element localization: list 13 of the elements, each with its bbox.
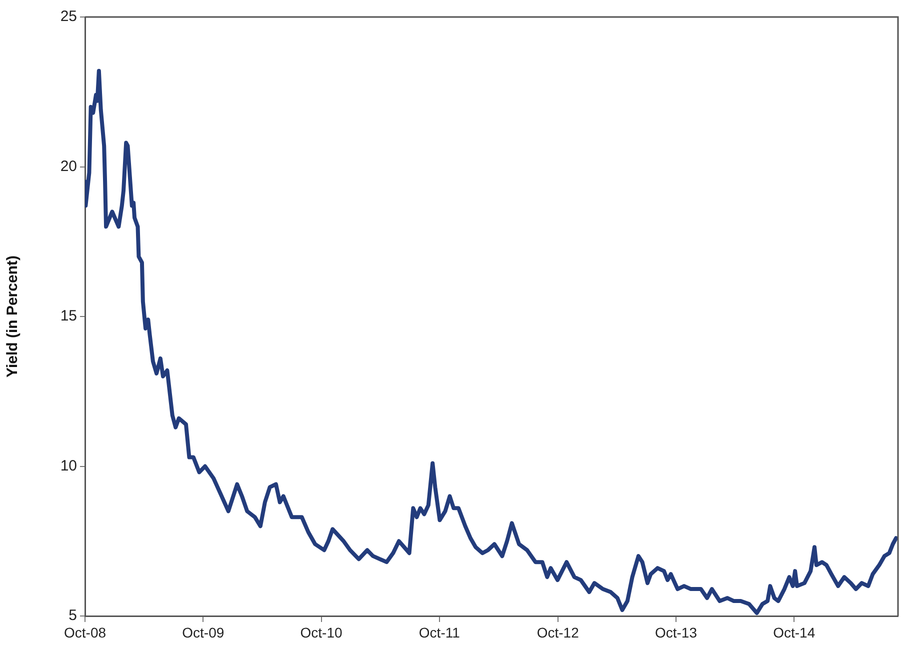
y-axis-title: Yield (in Percent) [4, 256, 22, 378]
x-tick-label: Oct-08 [64, 624, 106, 640]
y-tick-label: 10 [60, 457, 77, 474]
x-tick-label: Oct-14 [773, 624, 816, 640]
x-tick-label: Oct-09 [182, 624, 224, 640]
y-tick-label: 20 [60, 158, 77, 175]
x-tick-label: Oct-11 [418, 624, 460, 640]
x-tick-label: Oct-12 [536, 624, 580, 640]
y-tick-label: 15 [60, 308, 77, 325]
x-tick-label: Oct-10 [300, 624, 342, 640]
y-tick-label: 5 [68, 607, 77, 624]
y-tick-label: 25 [60, 8, 77, 26]
x-tick-label: Oct-13 [654, 624, 698, 640]
